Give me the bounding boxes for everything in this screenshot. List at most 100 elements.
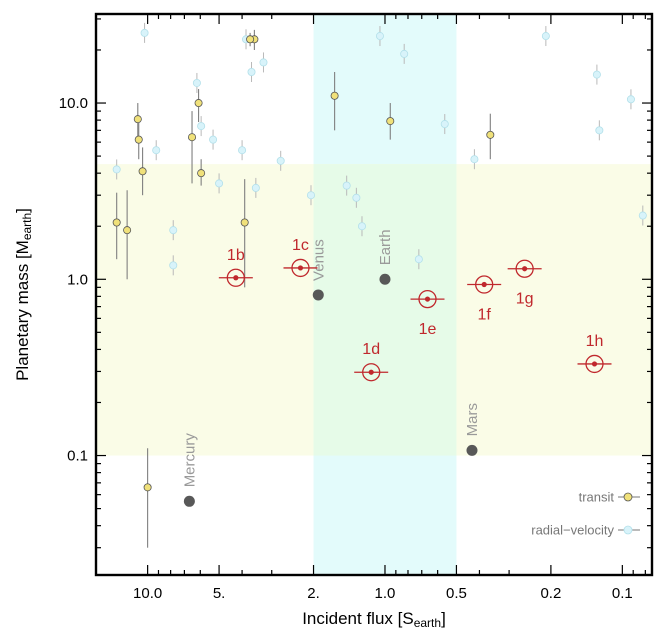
transit-point xyxy=(194,99,203,108)
rv-point xyxy=(276,156,285,165)
transit-point xyxy=(246,35,255,44)
rv-point xyxy=(541,32,550,41)
legend-label: transit xyxy=(579,490,615,505)
rv-point xyxy=(247,67,256,76)
rv-point xyxy=(375,32,384,41)
solar-planet-label: Venus xyxy=(310,239,327,281)
solar-planet-label: Mercury xyxy=(181,433,198,488)
y-axis-label: Planetary mass [Mearth] xyxy=(13,208,34,381)
transit-point xyxy=(330,91,339,100)
trappist-planet-label: 1d xyxy=(362,341,380,358)
y-tick-label: 1.0 xyxy=(67,271,88,288)
x-tick-label: 0.5 xyxy=(446,585,467,602)
rv-point xyxy=(192,78,201,87)
trappist-planet-dot xyxy=(481,281,487,288)
transit-point xyxy=(486,130,495,139)
trappist-planet-dot xyxy=(591,361,598,367)
transit-point xyxy=(133,115,142,124)
transit-point xyxy=(134,135,143,144)
x-axis-label-main: Incident flux [S xyxy=(302,609,414,628)
transit-point xyxy=(143,483,152,492)
rv-point xyxy=(414,255,423,264)
rv-point xyxy=(342,181,351,190)
y-axis-label-sub: earth xyxy=(20,213,34,240)
solar-planet-mercury xyxy=(183,495,195,507)
transit-point xyxy=(138,167,147,176)
y-axis-label-main: Planetary mass [M xyxy=(13,240,32,381)
transit-point xyxy=(197,169,206,178)
trappist-planet-dot xyxy=(233,275,239,281)
trappist-planet-label: 1f xyxy=(478,307,492,324)
trappist-planet-dot xyxy=(297,265,304,271)
x-axis-label-sub: earth xyxy=(414,616,441,630)
trappist-planet-ring xyxy=(515,259,534,278)
x-tick-label: 2. xyxy=(307,585,320,602)
rv-point xyxy=(140,28,149,37)
transit-point xyxy=(386,117,395,126)
solar-planet-earth xyxy=(379,273,391,285)
rv-point xyxy=(238,146,247,155)
x-axis-label: Incident flux [Searth] xyxy=(302,609,446,630)
trappist-planet-dot xyxy=(424,296,431,302)
transit-point xyxy=(112,218,121,227)
rv-point xyxy=(470,155,479,164)
rv-point xyxy=(626,95,635,104)
rv-point xyxy=(215,179,224,188)
legend-marker xyxy=(623,525,633,535)
rv-point xyxy=(251,183,260,192)
trappist-planet-ring xyxy=(291,258,310,278)
trappist-planet-label: 1b xyxy=(227,247,245,264)
data-points: Mercury Venus Earth Mars 1b 1c 1d 1e 1f 1g 1h xyxy=(112,22,647,548)
rv-point xyxy=(259,58,268,67)
rv-point xyxy=(112,165,121,174)
legend: transit radial−velocity xyxy=(531,490,640,538)
trappist-planet-label: 1e xyxy=(419,321,437,338)
plot-frame xyxy=(94,12,654,577)
rv-point xyxy=(440,120,449,129)
x-tick-label: 1.0 xyxy=(375,585,396,602)
rv-point xyxy=(169,226,178,235)
x-tick-label: 0.1 xyxy=(612,585,633,602)
trappist-planet-ring xyxy=(362,363,381,382)
x-tick-label: 0.2 xyxy=(540,585,561,602)
rv-point xyxy=(152,146,161,155)
transit-point xyxy=(188,133,197,142)
rv-point xyxy=(197,122,206,131)
trappist-planet-dot xyxy=(368,369,374,375)
trappist-planet-label: 1h xyxy=(586,333,604,350)
transit-point xyxy=(240,218,249,227)
trappist-planet-dot xyxy=(522,266,528,272)
overlap-band xyxy=(313,164,457,456)
rv-point xyxy=(595,126,604,135)
rv-point xyxy=(306,191,315,200)
trappist-planet-label: 1c xyxy=(292,237,309,254)
x-tick-label: 5. xyxy=(213,585,226,602)
trappist-planet-ring xyxy=(226,268,245,287)
y-tick-label: 10.0 xyxy=(59,95,88,112)
solar-planet-venus xyxy=(312,289,324,301)
solar-planet-label: Earth xyxy=(377,229,394,265)
rv-point xyxy=(169,261,178,270)
background-regions xyxy=(96,14,652,575)
x-tick-label: 10.0 xyxy=(133,585,162,602)
x-axis-label-end: ] xyxy=(441,609,446,628)
y-axis-label-end: ] xyxy=(13,208,32,213)
y-tick-label: 0.1 xyxy=(67,448,88,465)
trappist-planet-ring xyxy=(418,289,437,309)
rv-point xyxy=(592,70,601,79)
trappist-planet-ring xyxy=(585,354,604,374)
solar-planet-label: Mars xyxy=(464,403,481,436)
legend-label: radial−velocity xyxy=(531,523,614,538)
rv-point xyxy=(357,222,366,231)
legend-marker xyxy=(623,492,633,502)
tick-labels: 10.0 5. 2. 1.0 0.5 0.2 0.1 10.0 1.0 0.1 xyxy=(59,95,633,602)
rv-point xyxy=(638,211,647,220)
transit-point xyxy=(123,226,132,235)
trappist-planet-ring xyxy=(475,275,494,294)
solar-planet-mars xyxy=(466,444,478,456)
trappist-planet-label: 1g xyxy=(516,291,534,308)
rv-point xyxy=(352,193,361,202)
rv-point xyxy=(209,135,218,144)
rv-point xyxy=(400,49,409,58)
